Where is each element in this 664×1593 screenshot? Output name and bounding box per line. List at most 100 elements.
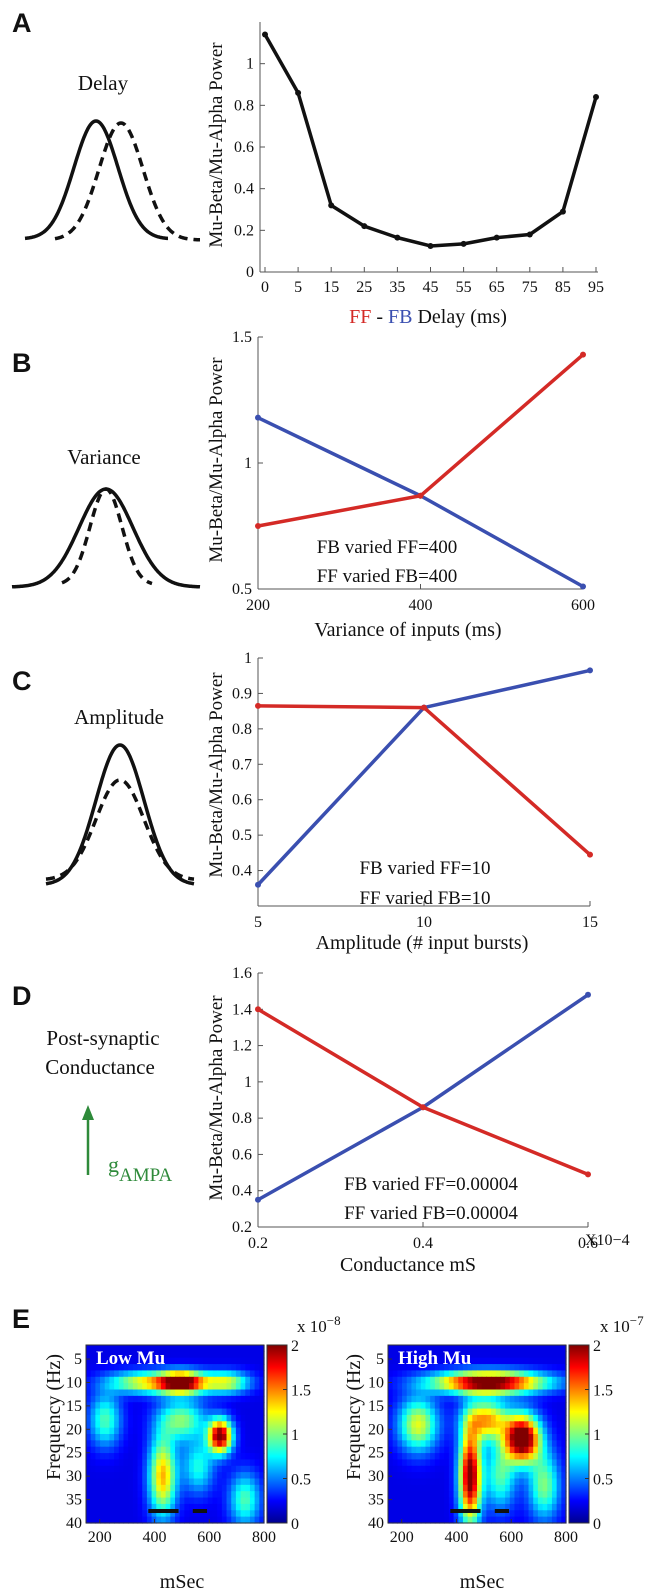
heat-cell [523,1402,530,1410]
heat-cell [203,1497,209,1505]
heat-cell [411,1453,417,1461]
heat-cell [146,1510,153,1518]
heat-cell [453,1453,459,1461]
heat-cell [132,1516,139,1524]
heat-cell [245,1370,251,1378]
heat-cell [189,1414,195,1422]
heat-cell [100,1516,106,1524]
heat-cell [179,1376,185,1384]
heat-cell [462,1395,469,1403]
heat-cell [542,1503,548,1511]
heat-cell [151,1357,157,1365]
heat-cell [221,1370,228,1378]
heat-cell [556,1510,562,1518]
heat-cell [509,1395,516,1403]
heat-cell [486,1421,492,1429]
data-point-c-ff-1 [421,704,427,711]
heat-cell [519,1453,525,1461]
heat-cell [561,1408,567,1416]
heat-cell [420,1364,427,1372]
heat-cell [547,1364,553,1372]
heat-cell [448,1357,455,1365]
heat-cell [392,1440,398,1448]
heat-cell [551,1402,558,1410]
heat-cell [245,1421,251,1429]
heat-cell [556,1408,562,1416]
heat-cell [231,1440,237,1448]
heat-cell [392,1484,398,1492]
heat-cell [416,1421,422,1429]
heat-cell [500,1370,506,1378]
heat-cell [104,1383,111,1391]
heat-cell [226,1357,232,1365]
heat-cell [198,1446,204,1454]
heat-cell [533,1421,539,1429]
heat-cell [416,1389,422,1397]
heat-cell [151,1345,157,1352]
heat-cell [189,1478,195,1486]
heat-cell [486,1383,492,1391]
heat-cell [90,1427,96,1435]
heat-cell [189,1491,195,1499]
heat-cell [491,1472,497,1480]
heat-cell [477,1434,483,1441]
heat-cell [491,1453,497,1461]
heat-cell [137,1389,143,1397]
heat-cell [184,1446,190,1454]
heat-cell [481,1459,487,1467]
heat-cell [523,1370,530,1378]
heat-cell [198,1414,204,1422]
heat-cell [160,1357,167,1365]
heat-cell [458,1364,464,1372]
heat-cell [448,1434,455,1441]
heat-cell [528,1478,534,1486]
heat-cell [160,1497,167,1505]
heat-cell [509,1357,516,1365]
heat-cell [537,1516,544,1524]
heat-cell [542,1465,548,1473]
heat-cell [240,1510,246,1518]
heat-cell [537,1434,544,1441]
heat-cell [123,1376,129,1384]
heat-cell [453,1345,459,1352]
amplitude-side-label: Amplitude [74,705,164,729]
heat-cell [406,1459,413,1467]
heat-cell [495,1465,502,1473]
heat-cell [235,1395,242,1403]
heat-cell [198,1351,204,1359]
heat-cell [537,1453,544,1461]
heat-cell [453,1357,459,1365]
heat-cell [123,1414,129,1422]
heat-cell [146,1472,153,1480]
heat-cell [226,1478,232,1486]
heat-cell [109,1484,115,1492]
heat-cell [221,1459,228,1467]
heat-cell [142,1427,148,1435]
heat-cell [472,1395,478,1403]
heat-cell [226,1427,232,1435]
heat-cell [528,1503,534,1511]
heat-cell [542,1351,548,1359]
heat-cell [160,1376,167,1384]
heat-cell [500,1427,506,1435]
heat-cell [495,1491,502,1499]
heat-cell [245,1383,251,1391]
heat-cell [406,1389,413,1397]
heat-cell [193,1357,200,1365]
heat-cell [221,1351,228,1359]
heat-cell [151,1465,157,1473]
e-left-cb-exp-base: x 10 [297,1317,327,1336]
heat-cell [444,1459,450,1467]
heat-cell [430,1421,436,1429]
heat-cell [160,1421,167,1429]
heat-cell [156,1351,162,1359]
heat-cell [444,1408,450,1416]
heat-cell [151,1402,157,1410]
heat-cell [453,1364,459,1372]
heat-cell [104,1484,111,1492]
series-line-b-fb [257,416,584,589]
heat-cell [132,1408,139,1416]
heat-cell [467,1421,473,1429]
heat-cell [556,1497,562,1505]
heat-cell [193,1465,200,1473]
